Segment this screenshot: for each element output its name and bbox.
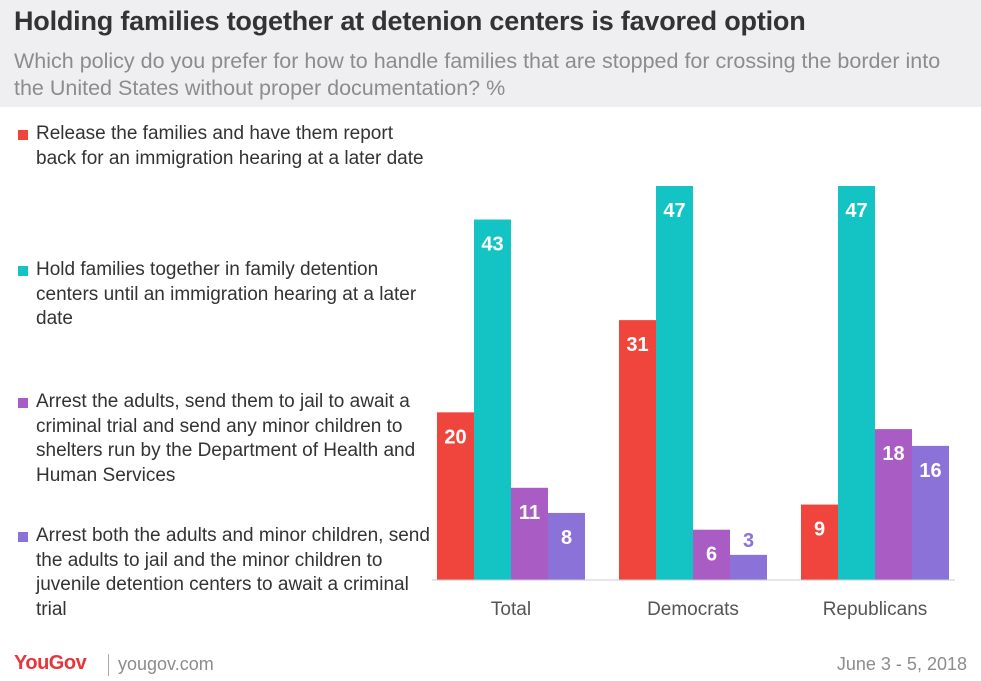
legend-swatch-hold <box>18 266 28 276</box>
x-tick-label-democrats: Democrats <box>647 599 739 620</box>
data-label-total-series-1: 43 <box>481 234 503 256</box>
chart-title: Holding families together at detenion ce… <box>14 6 806 36</box>
data-label-total-series-2: 11 <box>519 502 540 524</box>
data-label-democrats-series-3: 3 <box>743 530 754 552</box>
data-label-republicans-series-0: 9 <box>814 519 825 541</box>
data-label-democrats-series-0: 31 <box>626 334 648 356</box>
bar-total-series-2 <box>511 487 548 580</box>
x-tick-label-total: Total <box>491 599 531 620</box>
bar-republicans-series-0 <box>801 504 838 580</box>
legend-label-release: Release the families and have them repor… <box>36 123 424 169</box>
bar-total-series-3 <box>548 512 585 580</box>
legend-label-arrest-adults: Arrest the adults, send them to jail to … <box>36 391 416 486</box>
footer-date: June 3 - 5, 2018 <box>836 654 967 674</box>
data-label-republicans-series-1: 47 <box>845 200 867 222</box>
bar-democrats-series-2 <box>693 529 730 580</box>
legend-swatch-arrest-both <box>18 532 28 542</box>
footer-divider <box>108 654 109 676</box>
bar-republicans-series-2 <box>875 429 912 580</box>
data-label-total-series-0: 20 <box>444 426 466 448</box>
bar-total-series-0 <box>437 412 474 580</box>
data-label-democrats-series-1: 47 <box>663 200 685 222</box>
data-label-republicans-series-2: 18 <box>882 443 904 465</box>
chart-subtitle: Which policy do you prefer for how to ha… <box>14 49 941 100</box>
footer-site: yougov.com <box>118 654 214 674</box>
bar-democrats-series-3 <box>730 554 767 580</box>
yougov-logo: YouGov <box>14 652 87 674</box>
bar-democrats-series-1 <box>656 186 693 580</box>
legend-swatch-arrest-adults <box>18 398 28 408</box>
data-label-republicans-series-3: 16 <box>919 460 941 482</box>
x-tick-label-republicans: Republicans <box>823 599 928 620</box>
data-label-democrats-series-2: 6 <box>706 544 717 566</box>
header-band: Holding families together at detenion ce… <box>0 0 981 107</box>
bar-democrats-series-0 <box>619 320 656 580</box>
data-label-total-series-3: 8 <box>561 527 572 549</box>
legend-label-arrest-both: Arrest both the adults and minor childre… <box>36 525 430 620</box>
bar-total-series-1 <box>474 219 511 580</box>
legend-swatch-release <box>18 130 28 140</box>
bar-republicans-series-1 <box>838 186 875 580</box>
bar-republicans-series-3 <box>912 445 949 580</box>
legend-label-hold: Hold families together in family detenti… <box>36 259 417 329</box>
